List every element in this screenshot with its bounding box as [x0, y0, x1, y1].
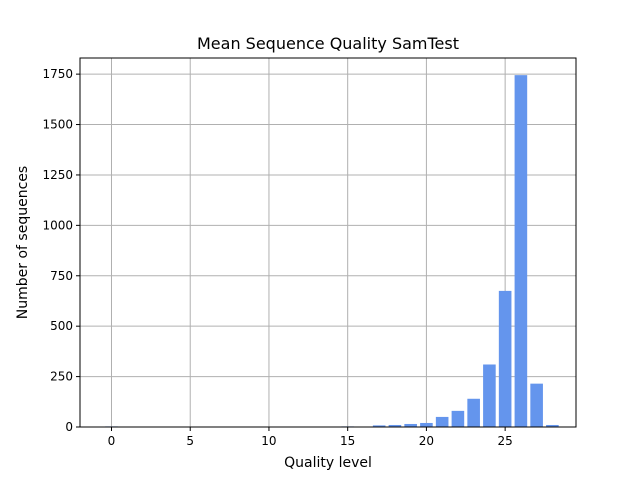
bar-quality-18 [388, 424, 402, 427]
plot-frame [79, 57, 577, 428]
x-tick-label: 5 [186, 434, 194, 448]
bar-quality-28 [546, 424, 559, 427]
y-tick-label: 1750 [42, 67, 73, 81]
bar-quality-17 [372, 425, 386, 427]
chart-title: Mean Sequence Quality SamTest [197, 34, 459, 53]
x-tick-label: 20 [419, 434, 434, 448]
y-axis-ticks: 0 250 500 750 1000 1250 1500 1750 [42, 67, 80, 434]
bar-quality-22 [451, 410, 465, 427]
x-tick-label: 0 [108, 434, 116, 448]
bar-quality-19 [404, 423, 417, 427]
y-tick-label: 0 [65, 420, 73, 434]
bar-quality-26 [514, 75, 528, 427]
y-tick-label: 1000 [42, 218, 73, 232]
bar-quality-24 [483, 364, 496, 427]
x-tick-label: 10 [261, 434, 276, 448]
bar-quality-23 [467, 398, 480, 427]
grid-lines [80, 58, 576, 428]
y-tick-label: 750 [50, 269, 73, 283]
bar-quality-20 [420, 422, 433, 427]
bar-quality-25 [498, 290, 512, 427]
y-tick-label: 250 [50, 370, 73, 384]
bar-quality-21 [435, 416, 449, 427]
bar-quality-27 [530, 383, 543, 427]
x-axis-label: Quality level [284, 455, 372, 471]
x-axis-ticks: 0 5 10 15 20 25 [108, 427, 513, 448]
x-tick-label: 25 [498, 434, 513, 448]
y-tick-label: 500 [50, 319, 73, 333]
y-tick-label: 1250 [42, 168, 73, 182]
y-axis-label: Number of sequences [15, 166, 31, 319]
bars [105, 75, 559, 428]
y-tick-label: 1500 [42, 118, 73, 132]
x-tick-label: 15 [340, 434, 355, 448]
